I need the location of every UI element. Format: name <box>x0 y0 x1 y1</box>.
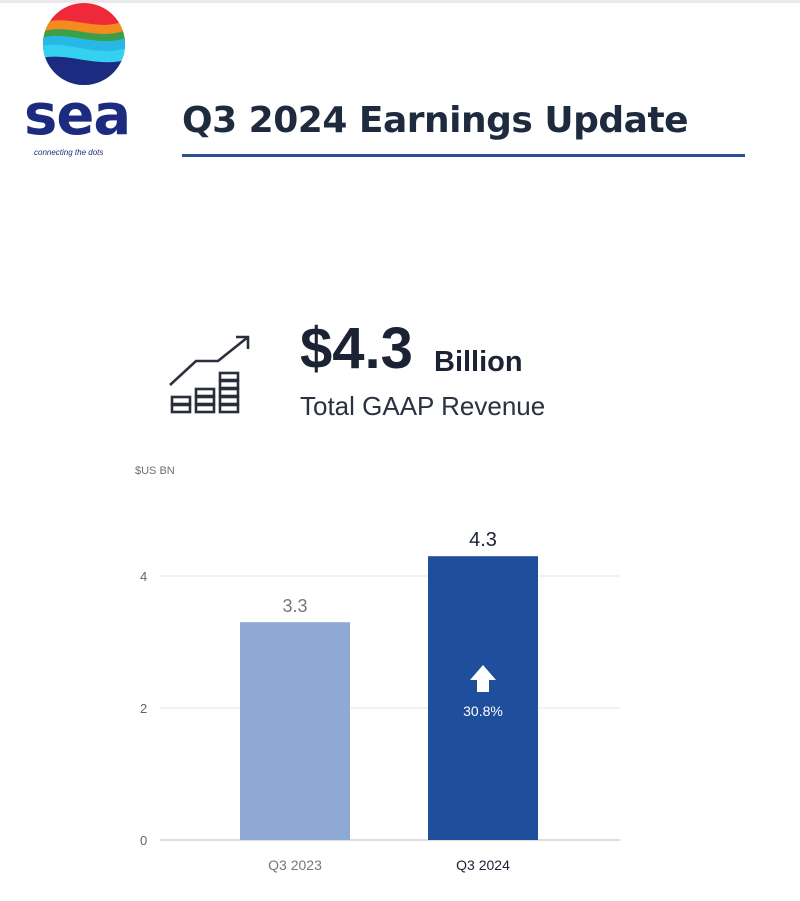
bar-value-label: 3.3 <box>282 596 307 616</box>
y-tick-label: 4 <box>140 569 147 584</box>
y-tick-label: 2 <box>140 701 147 716</box>
x-tick-label: Q3 2024 <box>456 857 510 873</box>
sea-logo-mark <box>43 3 125 85</box>
page-title: Q3 2024 Earnings Update <box>182 100 689 141</box>
revenue-bar-chart: $US BN 0 2 4 3.3 Q3 2023 4.3 Q3 2024 30.8% <box>135 465 620 873</box>
kpi-value: $4.3 <box>300 316 413 381</box>
y-tick-label: 0 <box>140 833 147 848</box>
logo-wordmark: sea <box>24 83 131 148</box>
kpi-unit: Billion <box>434 346 523 378</box>
top-border <box>0 0 800 3</box>
title-underline <box>182 154 745 157</box>
x-tick-label: Q3 2023 <box>268 857 322 873</box>
up-arrow-icon <box>470 665 496 692</box>
bar-q3-2023 <box>240 622 350 840</box>
logo-tagline: connecting the dots <box>34 148 104 157</box>
growth-chart-icon <box>169 335 250 414</box>
kpi-label: Total GAAP Revenue <box>300 391 546 421</box>
bar-value-label: 4.3 <box>469 529 497 551</box>
growth-percentage-label: 30.8% <box>463 703 503 719</box>
sea-logo: sea connecting the dots <box>18 0 148 170</box>
y-axis-unit-label: $US BN <box>135 465 175 477</box>
bar-q3-2024 <box>428 556 538 840</box>
